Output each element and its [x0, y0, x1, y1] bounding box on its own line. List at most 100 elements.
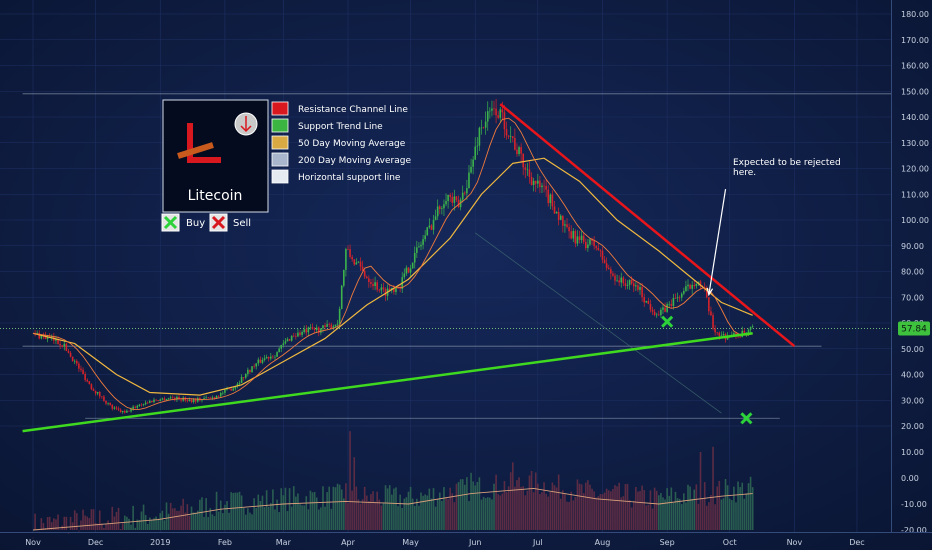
candle-body — [324, 325, 326, 327]
volume-bar — [174, 508, 176, 530]
volume-bar — [464, 484, 466, 530]
candle-body — [44, 335, 47, 339]
candle-body — [142, 404, 145, 406]
volume-bar — [92, 509, 95, 530]
volume-bar — [388, 485, 391, 530]
volume-bar — [340, 489, 343, 530]
candle-body — [388, 288, 391, 291]
candle-body — [626, 284, 629, 286]
price-tick-label: 50.00 — [901, 345, 924, 354]
volume-bar — [53, 518, 55, 530]
candle-body — [649, 304, 652, 310]
price-tick-label: 170.00 — [901, 36, 929, 45]
volume-bar — [263, 507, 266, 530]
candle-body — [253, 366, 255, 367]
ma20-line — [32, 117, 753, 410]
candle-body — [105, 400, 107, 404]
candlesticks[interactable] — [34, 98, 754, 414]
candle-body — [278, 348, 280, 353]
candle-body — [207, 397, 210, 399]
candle-body — [555, 211, 558, 214]
candle-body — [474, 146, 477, 160]
time-tick-label: Apr — [341, 538, 356, 547]
volume-bar — [230, 492, 232, 530]
candle-body — [90, 384, 93, 390]
legend-item: Resistance Channel Line — [271, 101, 408, 116]
buy-x-icon — [163, 215, 178, 230]
volume-bar — [313, 491, 316, 530]
candle-body — [307, 327, 310, 333]
candle-body — [196, 398, 199, 402]
candle-body — [261, 359, 264, 363]
candle-body — [322, 325, 324, 329]
candle-body — [303, 329, 305, 332]
volume-bar — [553, 485, 556, 530]
volume-bar — [84, 515, 86, 530]
volume-bar — [443, 487, 445, 530]
candle-body — [680, 293, 683, 298]
candle-body — [84, 373, 86, 380]
volume-bar — [355, 486, 358, 530]
volume-bar — [134, 527, 137, 530]
volume-bar — [651, 508, 654, 530]
volume-bar — [292, 486, 295, 530]
candle-body — [203, 398, 205, 400]
candle-body — [584, 241, 587, 249]
candle-body — [641, 287, 643, 298]
volume-bar — [205, 498, 207, 530]
candle-body — [632, 283, 635, 287]
candle-body — [470, 166, 472, 173]
candle-body — [238, 382, 241, 384]
volume-bar — [334, 487, 337, 530]
sell-x-icon — [211, 215, 226, 230]
volume-bar — [393, 488, 395, 530]
volume-bar — [196, 510, 199, 530]
candle-body — [689, 284, 691, 289]
candle-body — [484, 121, 487, 128]
projection-line — [474, 232, 722, 414]
volume-bar — [163, 520, 166, 530]
volume-bar — [303, 505, 305, 530]
candle-body — [601, 250, 604, 260]
volume-bar — [182, 498, 184, 530]
candle-body — [101, 396, 103, 397]
volume-bar — [685, 502, 687, 530]
candle-body — [126, 410, 128, 413]
candle-body — [211, 397, 214, 399]
volume-bar — [67, 533, 70, 534]
volume-bar — [507, 486, 510, 530]
candle-body — [712, 315, 714, 329]
volume-bar — [159, 513, 162, 530]
volume-bar — [50, 522, 53, 530]
candle-body — [78, 363, 80, 369]
candle-body — [547, 189, 550, 204]
candle-body — [693, 284, 696, 287]
candle-body — [334, 324, 337, 327]
volume-bar — [178, 510, 180, 530]
candle-body — [167, 398, 170, 400]
candle-body — [274, 356, 276, 358]
volume-bar — [668, 495, 671, 530]
volume-bar — [244, 514, 247, 530]
volume-bar — [274, 509, 276, 530]
volume-bar — [564, 493, 566, 530]
candle-body — [115, 407, 118, 409]
time-tick-label: Sep — [660, 538, 675, 547]
candle-body — [591, 239, 593, 241]
volume-bar — [712, 446, 714, 530]
candle-body — [486, 111, 489, 122]
candle-body — [382, 287, 385, 290]
volume-bar — [395, 487, 397, 530]
candle-body — [597, 247, 600, 251]
price-tick-label: 80.00 — [901, 268, 924, 277]
candle-body — [582, 235, 585, 242]
candle-body — [403, 273, 406, 278]
volume-tick-label: 0.00 — [901, 474, 919, 483]
candle-body — [703, 286, 706, 288]
candle-body — [249, 369, 251, 373]
candle-body — [747, 329, 750, 333]
volume-bar — [693, 489, 696, 530]
candle-body — [705, 287, 708, 298]
volume-bar — [65, 516, 68, 530]
